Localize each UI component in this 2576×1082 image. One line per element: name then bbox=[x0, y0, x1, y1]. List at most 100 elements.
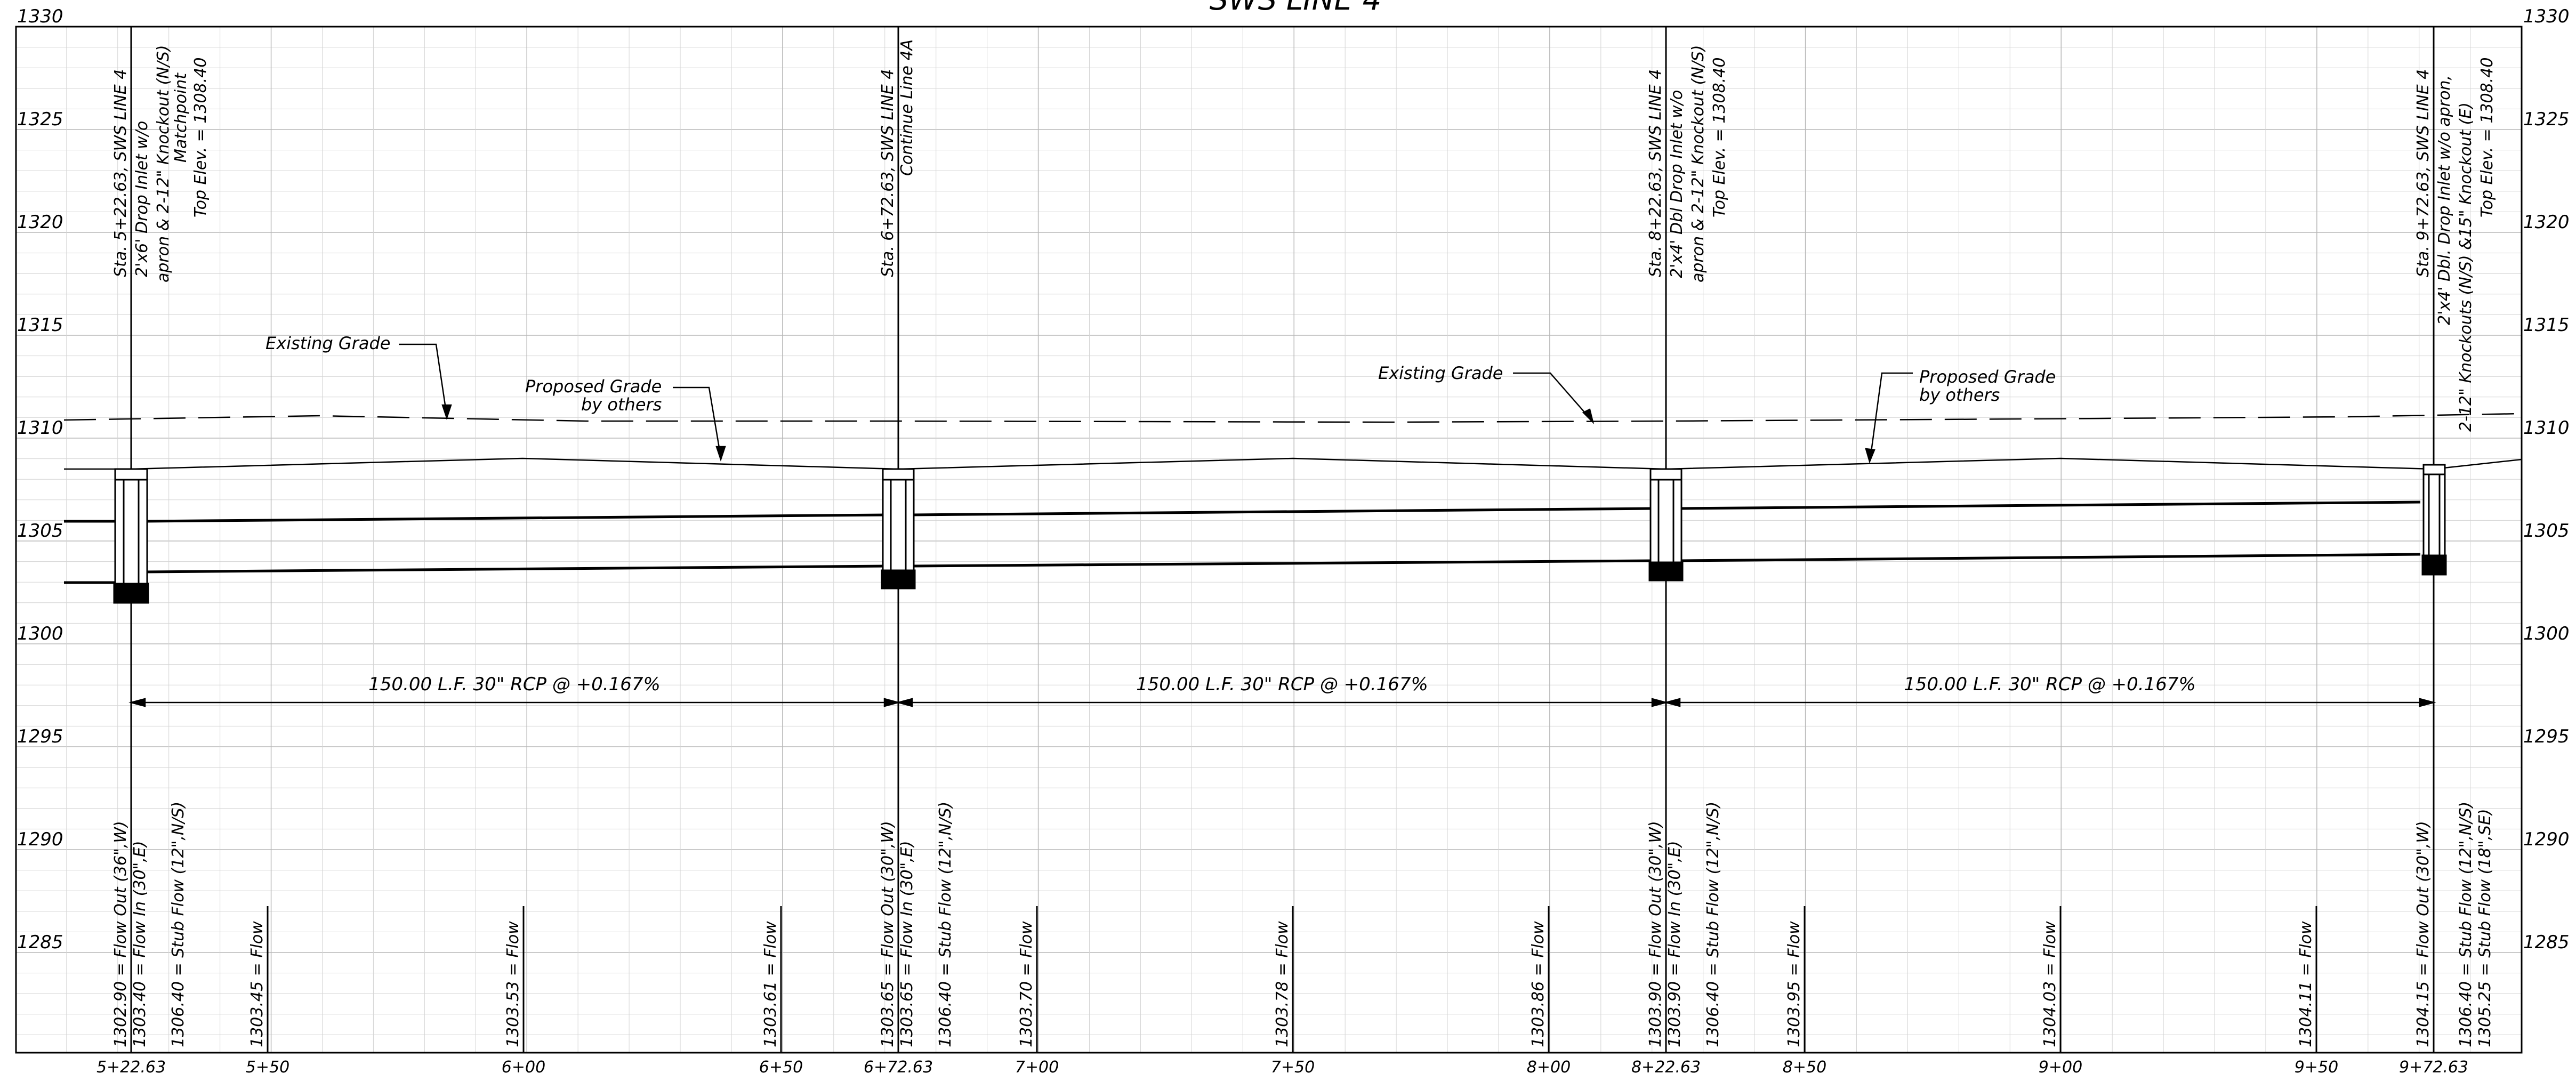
svg-text:1303.78 = Flow: 1303.78 = Flow bbox=[1273, 921, 1292, 1047]
svg-text:1303.95 = Flow: 1303.95 = Flow bbox=[1785, 921, 1804, 1047]
svg-text:1304.03 = Flow: 1304.03 = Flow bbox=[2041, 921, 2059, 1047]
elevation-label: 1330 bbox=[17, 6, 63, 27]
flow-note: 1303.45 = Flow bbox=[248, 921, 267, 1047]
pipe-crown bbox=[144, 513, 885, 523]
svg-text:1303.45 = Flow: 1303.45 = Flow bbox=[248, 921, 267, 1047]
svg-text:Sta. 5+22.63, SWS LINE 4: Sta. 5+22.63, SWS LINE 4 bbox=[111, 69, 130, 277]
svg-text:1306.40 = Stub Flow (12",N/S): 1306.40 = Stub Flow (12",N/S) bbox=[2457, 802, 2475, 1047]
structure-station-lines bbox=[130, 27, 2435, 1053]
pipe-segment-label: 150.00 L.F. 30" RCP @ +0.167% bbox=[368, 674, 661, 695]
structure-note: Sta. 8+22.63, SWS LINE 4 2'x4' Dbl Drop … bbox=[1646, 45, 1729, 282]
elevation-label: 1290 bbox=[17, 829, 63, 850]
svg-text:2'x6' Drop Inlet w/o: 2'x6' Drop Inlet w/o bbox=[133, 121, 151, 277]
svg-text:1306.40 = Stub Flow (12",N/S): 1306.40 = Stub Flow (12",N/S) bbox=[169, 802, 188, 1047]
flow-note: 1303.65 = Flow Out (30",W) 1303.65 = Flo… bbox=[879, 802, 955, 1047]
station-label: 9+50 bbox=[2295, 1058, 2338, 1077]
svg-text:1303.86 = Flow: 1303.86 = Flow bbox=[1529, 921, 1548, 1047]
proposed-grade-label: Proposed Grade bbox=[525, 376, 662, 397]
structure-note: Sta. 5+22.63, SWS LINE 4 2'x6' Drop Inle… bbox=[111, 45, 210, 282]
grade-leaders bbox=[399, 343, 1913, 464]
pipe-dimension-lines bbox=[128, 698, 2436, 707]
grid bbox=[16, 26, 2522, 1053]
flow-note: 1303.86 = Flow bbox=[1529, 921, 1548, 1047]
svg-text:1303.65 = Flow In (30",E): 1303.65 = Flow In (30",E) bbox=[898, 841, 916, 1047]
svg-text:1303.53 = Flow: 1303.53 = Flow bbox=[504, 921, 522, 1047]
svg-text:Top Elev. = 1308.40: Top Elev. = 1308.40 bbox=[1710, 58, 1729, 217]
flow-note: 1304.15 = Flow Out (30",W) 1306.40 = Stu… bbox=[2414, 802, 2494, 1047]
station-label: 7+50 bbox=[1271, 1058, 1315, 1077]
pipe-invert bbox=[144, 564, 885, 574]
pipe-crown bbox=[912, 507, 1653, 516]
svg-text:1304.11 = Flow: 1304.11 = Flow bbox=[2297, 921, 2315, 1047]
pipe-lines bbox=[64, 500, 2421, 584]
flow-note: 1303.90 = Flow Out (30",W) 1303.90 = Flo… bbox=[1646, 802, 1722, 1047]
svg-text:1303.70 = Flow: 1303.70 = Flow bbox=[1017, 921, 1036, 1047]
elevation-label: 1320 bbox=[17, 212, 63, 233]
flow-note: 1303.53 = Flow bbox=[504, 921, 522, 1047]
svg-text:1302.90 = Flow Out (36",W): 1302.90 = Flow Out (36",W) bbox=[111, 821, 130, 1047]
inlet-structure bbox=[2421, 464, 2447, 576]
svg-text:1303.61 = Flow: 1303.61 = Flow bbox=[761, 921, 780, 1047]
inlet-structure bbox=[881, 468, 916, 590]
svg-text:Top Elev. = 1308.40: Top Elev. = 1308.40 bbox=[191, 58, 210, 217]
station-label: 6+50 bbox=[759, 1058, 803, 1077]
elevation-labels-left: 1330 1325 1320 1315 1310 1305 1300 1295 … bbox=[17, 6, 63, 953]
svg-text:apron & 2-12" Knockout (N/S): apron & 2-12" Knockout (N/S) bbox=[154, 45, 173, 282]
elevation-label: 1285 bbox=[2523, 932, 2570, 953]
station-label: 8+22.63 bbox=[1631, 1058, 1701, 1077]
existing-grade-label: Existing Grade bbox=[1378, 363, 1503, 383]
elevation-label: 1295 bbox=[2523, 726, 2570, 747]
flow-note: 1303.61 = Flow bbox=[761, 921, 780, 1047]
structure-note: Sta. 6+72.63, SWS LINE 4 Continue Line 4… bbox=[879, 39, 916, 277]
station-label: 6+00 bbox=[502, 1058, 545, 1077]
svg-text:1303.65 = Flow Out (30",W): 1303.65 = Flow Out (30",W) bbox=[879, 821, 897, 1047]
svg-text:Matchpoint: Matchpoint bbox=[172, 72, 190, 163]
elevation-label: 1295 bbox=[17, 726, 63, 747]
flow-note: 1302.90 = Flow Out (36",W) 1303.40 = Flo… bbox=[111, 802, 188, 1047]
station-label: 8+50 bbox=[1783, 1058, 1826, 1077]
elevation-label: 1310 bbox=[2523, 417, 2570, 439]
existing-grade-label: Existing Grade bbox=[265, 333, 390, 353]
elevation-label: 1320 bbox=[2523, 212, 2570, 233]
station-label: 9+72.63 bbox=[2399, 1058, 2468, 1077]
elevation-label: 1310 bbox=[17, 417, 63, 439]
svg-text:Continue Line 4A: Continue Line 4A bbox=[898, 39, 916, 176]
station-label: 5+50 bbox=[246, 1058, 289, 1077]
svg-text:Sta. 9+72.63, SWS LINE 4: Sta. 9+72.63, SWS LINE 4 bbox=[2414, 69, 2433, 277]
station-label: 6+72.63 bbox=[864, 1058, 933, 1077]
svg-text:2-12" Knockouts (N/S) &15" Kno: 2-12" Knockouts (N/S) &15" Knockout (E) bbox=[2457, 102, 2475, 432]
station-label: 8+00 bbox=[1527, 1058, 1571, 1077]
elevation-label: 1300 bbox=[17, 623, 63, 644]
station-labels: 5+22.63 5+50 6+00 6+50 6+72.63 7+00 7+50… bbox=[96, 1058, 2468, 1077]
svg-text:1303.90 = Flow Out (30",W): 1303.90 = Flow Out (30",W) bbox=[1646, 821, 1665, 1047]
svg-text:2'x4' Dbl. Drop Inlet w/o apro: 2'x4' Dbl. Drop Inlet w/o apron, bbox=[2435, 75, 2454, 325]
pipe-crown bbox=[1680, 500, 2421, 510]
svg-text:Top Elev. = 1308.40: Top Elev. = 1308.40 bbox=[2478, 58, 2497, 217]
profile-title: SWS LINE 4 bbox=[1210, 0, 1382, 17]
flow-note: 1303.78 = Flow bbox=[1273, 921, 1292, 1047]
svg-text:1303.40 = Flow In (30",E): 1303.40 = Flow In (30",E) bbox=[131, 841, 149, 1047]
elevation-label: 1285 bbox=[17, 932, 63, 953]
proposed-grade-label: Proposed Grade bbox=[1919, 367, 2056, 387]
flow-tick-lines bbox=[267, 906, 2317, 1053]
svg-text:1306.40 = Stub Flow (12",N/S): 1306.40 = Stub Flow (12",N/S) bbox=[936, 802, 955, 1047]
svg-text:Sta. 6+72.63, SWS LINE 4: Sta. 6+72.63, SWS LINE 4 bbox=[879, 69, 897, 277]
station-label: 5+22.63 bbox=[96, 1058, 166, 1077]
elevation-label: 1300 bbox=[2523, 623, 2570, 644]
flow-note: 1303.95 = Flow bbox=[1785, 921, 1804, 1047]
pipe-invert bbox=[1680, 553, 2421, 562]
pipe-segment-label: 150.00 L.F. 30" RCP @ +0.167% bbox=[1904, 674, 2196, 695]
drawing-border bbox=[15, 26, 2523, 1054]
flow-note: 1304.11 = Flow bbox=[2297, 921, 2315, 1047]
flow-note: 1303.70 = Flow bbox=[1017, 921, 1036, 1047]
elevation-label: 1325 bbox=[2523, 109, 2570, 130]
inlet-structure bbox=[1648, 468, 1684, 582]
svg-text:2'x4' Dbl Drop Inlet w/o: 2'x4' Dbl Drop Inlet w/o bbox=[1668, 90, 1686, 278]
proposed-grade-line bbox=[64, 457, 2522, 470]
elevation-label: 1315 bbox=[2523, 314, 2570, 336]
elevation-label: 1305 bbox=[17, 520, 63, 542]
elevation-label: 1305 bbox=[2523, 520, 2570, 542]
elevation-labels-right: 1330 1325 1320 1315 1310 1305 1300 1295 … bbox=[2523, 6, 2570, 953]
existing-grade-line bbox=[63, 413, 2522, 423]
